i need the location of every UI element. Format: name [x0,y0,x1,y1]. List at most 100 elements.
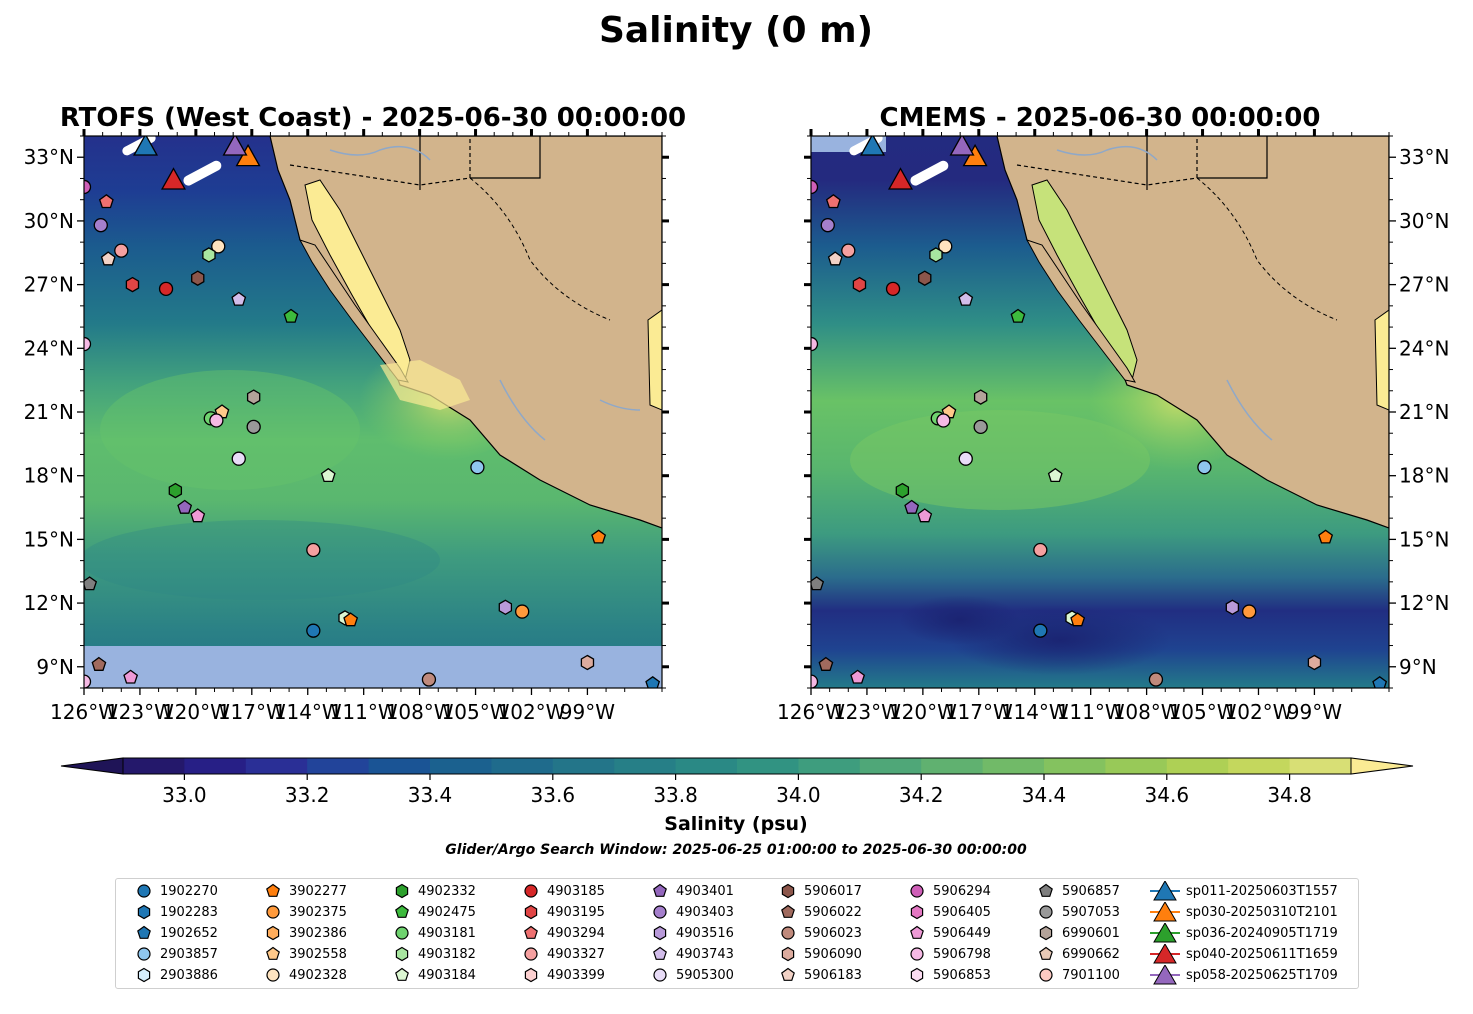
legend-label: 3902558 [289,946,347,962]
legend-label: 6990662 [1062,946,1120,962]
circle-marker-icon [910,884,924,898]
low-salinity-eddy [900,595,1020,645]
float-marker [1010,308,1026,323]
colorbar-bin [430,758,492,774]
hexagon-marker-icon [524,904,538,920]
circle-marker-icon [524,884,538,898]
colorbar: 33.0 33.2 33.4 33.6 33.8 34.0 34.2 34.4 34.6 34.8 [60,757,1414,807]
colorbar-bin [1289,758,1352,774]
legend-label: sp030-20250310T2101 [1186,904,1338,920]
circle-marker-icon [266,905,280,919]
float-marker [123,669,139,684]
legend-item: 4903399 [511,965,605,985]
state-border [419,136,541,190]
colorbar-bin [123,758,185,774]
triangle-marker-icon [1150,902,1180,922]
glider-marker [860,136,886,156]
legend-label: 5906853 [933,967,991,983]
float-marker [421,672,437,687]
y-tick-label: 24°N [24,336,74,360]
legend-label: 4902475 [418,904,476,920]
legend-label: sp040-20250611T1659 [1186,946,1338,962]
circle-marker-icon [137,884,151,898]
float-marker [306,542,321,558]
circle-marker-icon [266,968,280,982]
legend-label: 1902270 [160,883,218,899]
float-marker [177,499,193,514]
y-tick-label: 9°N [1399,655,1437,679]
triangle-marker-icon [1150,965,1180,985]
legend-label: 4903403 [676,904,734,920]
legend-label: 2903886 [160,967,218,983]
state-border [1196,177,1338,321]
legend-item: 4903294 [511,923,605,943]
x-tick-label: 105°W [442,700,510,724]
legend-item: sp036-20240905T1719 [1150,923,1338,943]
colorbar-bin [859,758,922,774]
high-salinity-plume [380,360,470,410]
y-tick-label: 27°N [24,273,74,297]
glider-track [910,160,949,186]
float-marker [820,218,835,233]
colorbar-bin [614,758,677,774]
legend-item: 3902277 [253,881,347,901]
legend-label: 1902283 [160,904,218,920]
colorbar-bin [368,758,431,774]
hexagon-marker-icon [653,925,667,941]
glider-marker [133,136,159,156]
legend-item: 4902332 [382,881,476,901]
pentagon-marker-icon [653,883,667,897]
float-marker [929,247,943,263]
legend-label: 5906857 [1062,883,1120,899]
circle-marker-icon [1039,905,1053,919]
legend-label: 5905300 [676,967,734,983]
circle-marker-icon [1039,968,1053,982]
legend-item: 5906183 [768,965,862,985]
legend-label: 5906017 [804,883,862,899]
float-marker [1372,675,1388,688]
y-tick-label: 33°N [1399,145,1449,169]
legend-item: 4903184 [382,965,476,985]
float-marker [91,656,107,671]
circle-marker-icon [653,905,667,919]
legend-label: 4903185 [547,883,605,899]
float-marker [283,308,299,323]
y-tick-label: 9°N [36,655,74,679]
legend-label: 3902386 [289,925,347,941]
pentagon-marker-icon [1039,883,1053,897]
legend-label: 5906449 [933,925,991,941]
legend-label: 2903857 [160,946,218,962]
legend-item: sp040-20250611T1659 [1150,944,1338,964]
legend-item: 4903181 [382,923,476,943]
colorbar-bin [921,758,984,774]
y-tick-label: 18°N [24,464,74,488]
legend-item: 5906449 [897,923,991,943]
float-marker [1070,612,1086,627]
colorbar-bin [1044,758,1106,774]
float-marker [93,218,108,233]
legend-label: 4902332 [418,883,476,899]
float-marker [306,623,321,638]
colorbar-bin [184,758,247,774]
colorbar-tick-label: 33.0 [162,783,207,807]
circle-marker-icon [653,968,667,982]
salinity-swirl [100,370,360,490]
float-marker [498,599,513,616]
legend-item: 5905300 [640,965,734,985]
hexagon-marker-icon [395,946,409,962]
legend-label: 4903182 [418,946,476,962]
gulf-of-mexico-edge [647,309,662,411]
float-marker [100,251,116,266]
state-border [469,177,611,321]
circle-marker-icon [781,926,795,940]
legend-item: 4902475 [382,902,476,922]
float-marker [811,179,819,195]
legend-label: 4903516 [676,925,734,941]
float-marker [580,654,595,671]
legend-item: 5906798 [897,944,991,964]
glider-marker [949,136,975,156]
float-marker [958,451,973,466]
float-marker [158,281,174,297]
float-marker [1307,654,1322,671]
